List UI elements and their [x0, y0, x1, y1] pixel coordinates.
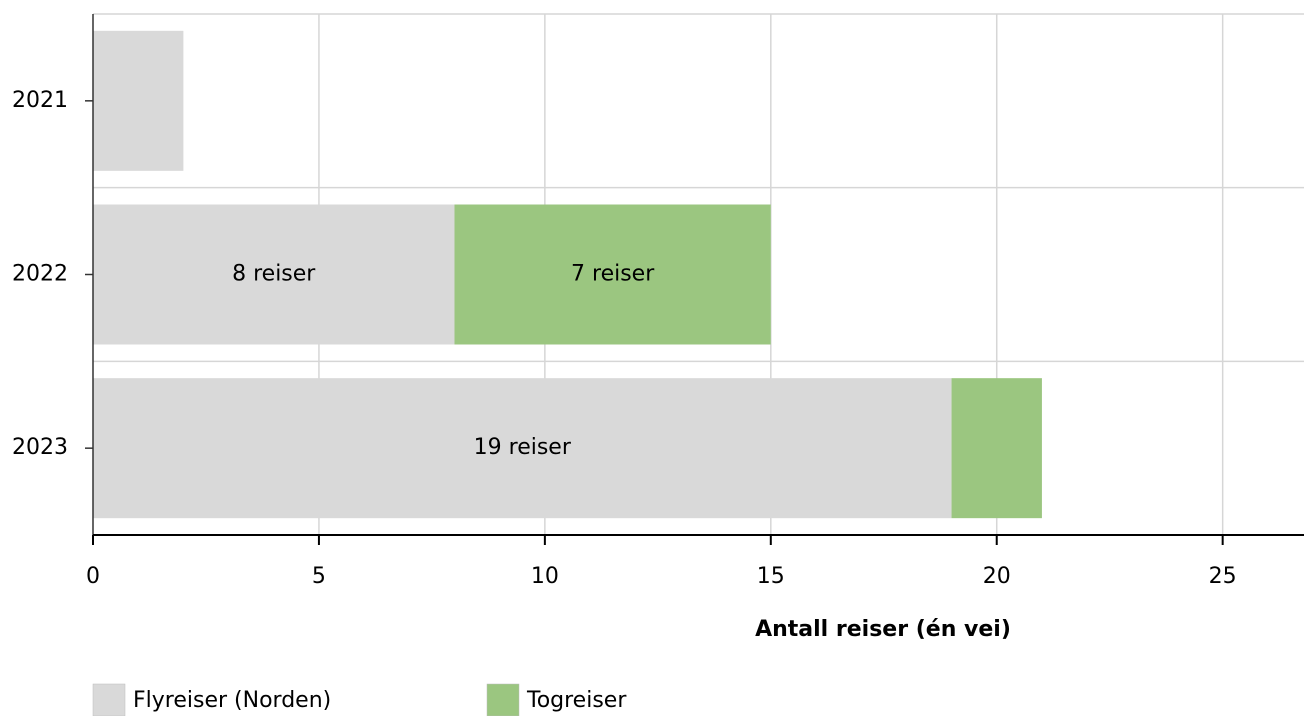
bar-segment [93, 204, 455, 345]
x-tick-label: 5 [312, 564, 326, 589]
y-tick-label: 2022 [12, 262, 68, 287]
x-tick-label: 15 [757, 564, 785, 589]
y-tick-label: 2023 [12, 435, 68, 460]
x-tick-label: 10 [531, 564, 559, 589]
data-label: 19 reiser [474, 435, 572, 460]
bar-segment [93, 30, 184, 171]
data-label: 7 reiser [571, 262, 655, 287]
bar-segment [93, 378, 952, 519]
bar-segment [454, 204, 771, 345]
x-tick-label: 25 [1209, 564, 1237, 589]
legend-swatch [92, 683, 126, 716]
data-label: 8 reiser [232, 262, 316, 287]
x-tick-label: 0 [86, 564, 100, 589]
y-tick-label: 2021 [12, 88, 68, 113]
legend-label: Flyreiser (Norden) [133, 688, 331, 713]
x-tick-label: 20 [983, 564, 1011, 589]
bar-segment [951, 378, 1042, 519]
legend-swatch [486, 683, 520, 716]
legend-label: Togreiser [526, 688, 627, 713]
x-axis-title: Antall reiser (én vei) [755, 617, 1011, 642]
